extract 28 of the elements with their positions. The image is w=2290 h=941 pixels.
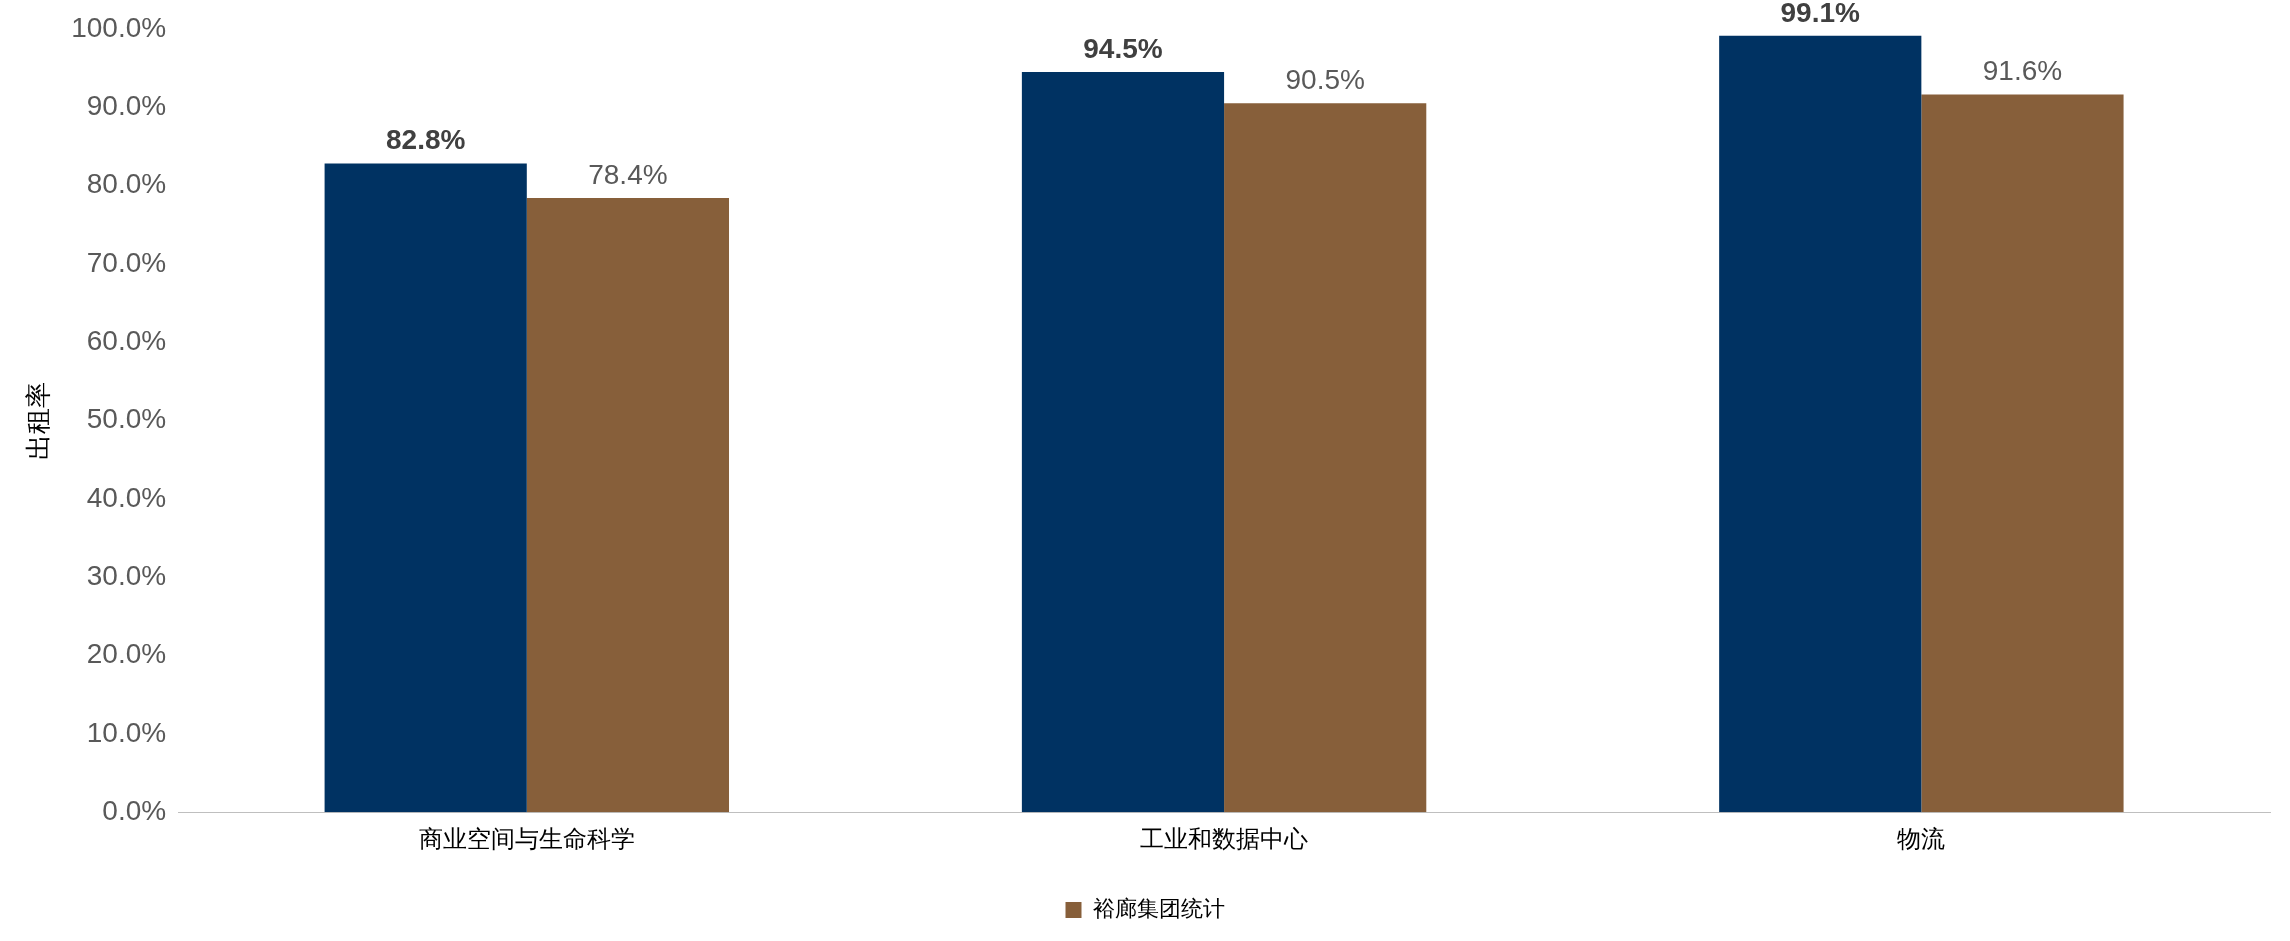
y-tick-label: 30.0% — [86, 559, 167, 591]
y-tick-label: 10.0% — [86, 716, 167, 748]
y-axis-title: 出租率 — [22, 381, 53, 460]
data-label: 90.5% — [1285, 63, 1365, 95]
legend-label: 裕廊集团统计 — [1092, 896, 1225, 922]
bar — [324, 163, 527, 813]
y-tick-label: 20.0% — [86, 638, 167, 670]
y-tick-label: 0.0% — [102, 794, 167, 826]
bar — [526, 198, 730, 813]
y-tick-label: 70.0% — [86, 246, 167, 278]
data-label: 82.8% — [386, 124, 466, 156]
x-tick-label: 物流 — [1897, 825, 1946, 853]
y-tick-label: 90.0% — [86, 89, 167, 121]
data-label: 94.5% — [1083, 32, 1163, 64]
bar — [1921, 94, 2124, 813]
data-label: 91.6% — [1982, 55, 2063, 87]
data-label: 78.4% — [588, 158, 668, 190]
x-tick-label: 商业空间与生命科学 — [418, 825, 635, 853]
bar — [1719, 35, 1922, 813]
x-tick-label: 工业和数据中心 — [1140, 825, 1309, 853]
bar — [1021, 71, 1225, 813]
data-label: 99.1% — [1780, 0, 1861, 28]
y-tick-label: 60.0% — [86, 324, 167, 356]
y-tick-label: 80.0% — [86, 168, 167, 200]
bar — [1224, 103, 1427, 813]
y-tick-label: 40.0% — [86, 481, 167, 513]
y-tick-label: 100.0% — [71, 11, 167, 43]
y-tick-label: 50.0% — [86, 403, 167, 435]
